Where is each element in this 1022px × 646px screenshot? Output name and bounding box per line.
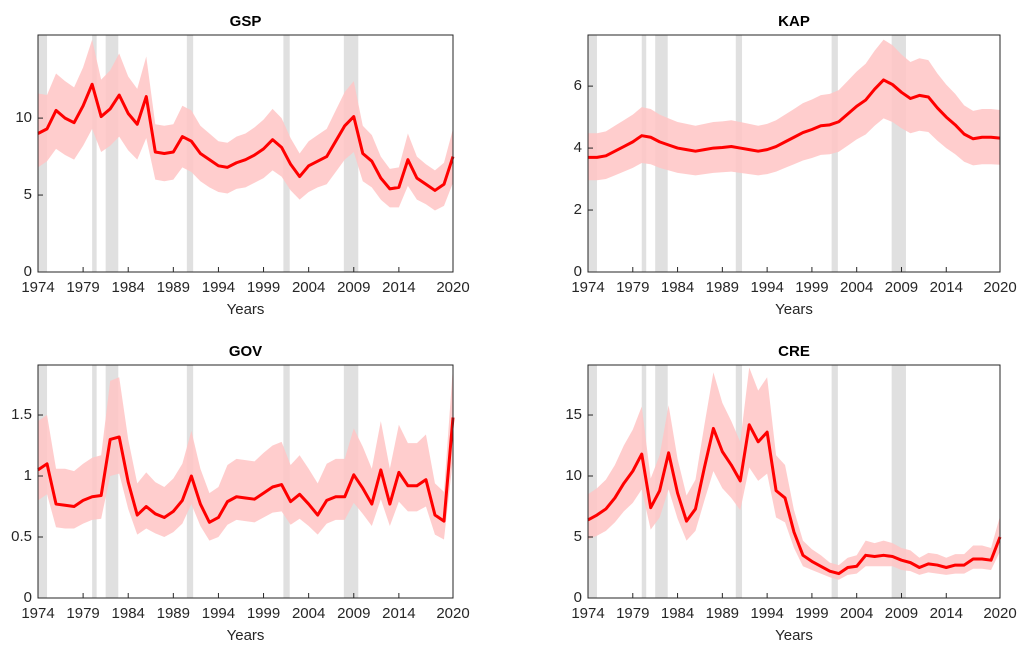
y-tick-label: 5 (574, 528, 582, 545)
x-tick-label: 1979 (66, 605, 99, 622)
x-tick-label: 1979 (66, 279, 99, 296)
panel: 0 5 10 15 1974 1979 1984 1989 1994 1999 2004 2009 20… (565, 343, 1016, 644)
x-tick-label: 2020 (436, 279, 469, 296)
shaded-period (92, 35, 97, 272)
x-tick-label: 2020 (983, 279, 1016, 296)
x-tick-label: 1984 (112, 605, 145, 622)
y-tick-label: 1 (24, 467, 32, 484)
x-tick-label: 2020 (983, 605, 1016, 622)
x-tick-label: 1974 (571, 279, 604, 296)
chart-title: CRE (778, 343, 810, 360)
axes-box (587, 364, 1001, 599)
x-tick-label: 1979 (616, 279, 649, 296)
x-tick-label: 1974 (21, 605, 54, 622)
line (37, 417, 455, 524)
x-tick-label: 1999 (247, 279, 280, 296)
panel: 0 2 4 6 1974 1979 1984 1989 1994 1999 2004 2009 2014… (571, 13, 1016, 318)
x-tick-label: 2009 (337, 279, 370, 296)
x-tick-label: 2009 (337, 605, 370, 622)
y-tick-label: 10 (15, 109, 32, 126)
x-tick-label: 2004 (292, 279, 325, 296)
x-tick-label: 1989 (706, 279, 739, 296)
shaded-period (831, 365, 838, 598)
y-tick-label: 0 (574, 589, 582, 606)
x-axis-label: Years (227, 301, 265, 318)
x-tick-label: 2009 (885, 279, 918, 296)
x-tick-label: 2014 (930, 279, 963, 296)
y-tick-label: 10 (565, 467, 582, 484)
axes-box (37, 364, 454, 599)
y-tick-label: 15 (565, 406, 582, 423)
x-tick-label: 2014 (930, 605, 963, 622)
chart-title: GOV (229, 343, 262, 360)
x-tick-label: 2020 (436, 605, 469, 622)
shaded-period (831, 35, 838, 272)
y-tick-label: 4 (574, 139, 582, 156)
x-tick-label: 2014 (382, 605, 415, 622)
x-tick-label: 1974 (21, 279, 54, 296)
x-tick-label: 1984 (661, 605, 694, 622)
y-tick-label: 0 (24, 589, 32, 606)
confidence-band (588, 367, 1000, 580)
x-axis-label: Years (775, 627, 813, 644)
x-tick-label: 1984 (112, 279, 145, 296)
x-axis-label: Years (775, 301, 813, 318)
line (37, 82, 455, 192)
y-tick-label: 0.5 (11, 528, 32, 545)
confidence-band (38, 366, 453, 541)
y-tick-label: 2 (574, 201, 582, 218)
x-tick-label: 2009 (885, 605, 918, 622)
axes-box (37, 34, 454, 273)
y-tick-label: 5 (24, 186, 32, 203)
y-tick-label: 1.5 (11, 406, 32, 423)
x-tick-label: 1999 (795, 605, 828, 622)
x-tick-label: 1994 (202, 279, 235, 296)
x-tick-label: 2014 (382, 279, 415, 296)
x-tick-label: 2004 (840, 279, 873, 296)
shaded-period (588, 365, 597, 598)
x-tick-label: 1989 (157, 605, 190, 622)
confidence-band (588, 39, 1000, 181)
x-tick-label: 1994 (202, 605, 235, 622)
x-tick-label: 1984 (661, 279, 694, 296)
y-tick-label: 6 (574, 77, 582, 94)
chart-title: KAP (778, 13, 810, 30)
x-tick-label: 1989 (706, 605, 739, 622)
shaded-period (891, 365, 906, 598)
x-tick-label: 2004 (840, 605, 873, 622)
x-tick-label: 1979 (616, 605, 649, 622)
x-tick-label: 1999 (247, 605, 280, 622)
panel: 0 5 10 1974 1979 1984 1989 1994 1999 2004 2009 2014… (15, 13, 469, 318)
x-tick-label: 1994 (750, 279, 783, 296)
x-tick-label: 1999 (795, 279, 828, 296)
chart-title: GSP (230, 13, 262, 30)
line (588, 78, 1001, 159)
y-tick-label: 0 (574, 263, 582, 280)
x-tick-label: 1994 (750, 605, 783, 622)
x-tick-label: 1974 (571, 605, 604, 622)
x-tick-label: 1989 (157, 279, 190, 296)
y-tick-label: 0 (24, 263, 32, 280)
x-axis-label: Years (227, 627, 265, 644)
panel: 0 0.5 1 1.5 1974 1979 1984 1989 1994 1999 2004 2009… (11, 343, 470, 644)
confidence-band (38, 39, 453, 211)
line (587, 423, 1002, 576)
axes-box (587, 34, 1001, 273)
x-tick-label: 2004 (292, 605, 325, 622)
